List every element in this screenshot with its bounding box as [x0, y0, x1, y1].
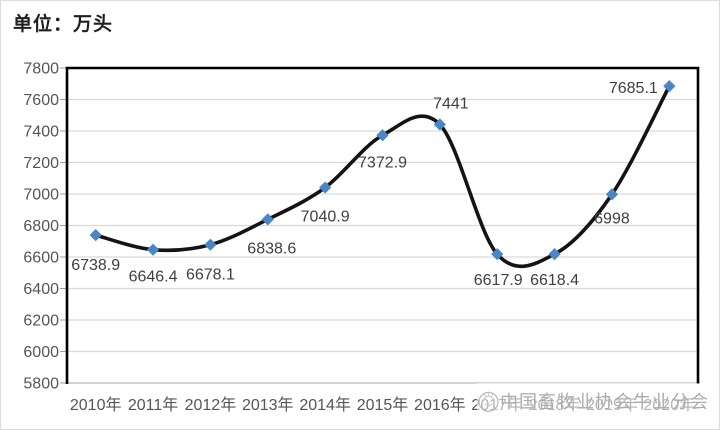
y-axis-label: 7400 [23, 124, 59, 141]
data-point-marker [663, 79, 676, 93]
data-point-marker [146, 243, 160, 256]
data-point-marker [491, 248, 504, 261]
data-label: 6738.9 [71, 257, 120, 274]
x-axis-label: 2019年 [586, 396, 638, 414]
unit-title: 单位：万头 [13, 14, 114, 35]
data-point-marker [319, 181, 332, 194]
y-axis-label: 5800 [23, 376, 59, 393]
data-point-marker [376, 129, 389, 142]
x-axis-label: 2016年 [414, 396, 466, 414]
x-axis-label: 2014年 [299, 396, 351, 414]
data-label: 7040.9 [301, 209, 350, 226]
data-label: 6998 [594, 210, 630, 227]
x-axis-label: 2011年 [128, 396, 178, 414]
data-point-marker [433, 118, 446, 131]
y-axis-label: 7000 [23, 187, 59, 204]
y-axis-label: 6000 [23, 344, 59, 361]
y-axis-label: 7600 [23, 92, 59, 109]
x-axis-label: 2015年 [357, 396, 409, 414]
x-axis-label: 2013年 [242, 396, 294, 414]
y-axis-label: 6200 [23, 313, 59, 330]
data-label: 6618.4 [530, 272, 579, 289]
data-point-marker [605, 188, 619, 201]
x-axis-label: 2018年 [529, 396, 581, 414]
data-label: 7685.1 [609, 80, 658, 97]
data-point-marker [89, 229, 102, 242]
y-axis-label: 6400 [23, 281, 59, 298]
data-label: 7372.9 [358, 154, 407, 171]
y-axis-label: 6600 [23, 250, 59, 267]
y-axis-label: 7800 [23, 61, 59, 78]
series-line [93, 84, 672, 269]
data-label: 6646.4 [129, 269, 178, 286]
data-label: 7441 [433, 96, 469, 113]
plot-border [65, 66, 700, 384]
x-axis-label: 2010年 [70, 396, 122, 414]
data-label: 6617.9 [474, 272, 523, 289]
data-point-marker [261, 213, 274, 226]
x-axis-label: 2017年 [471, 396, 523, 414]
data-label: 6838.6 [247, 240, 296, 257]
data-point-marker [204, 238, 217, 251]
data-label: 6678.1 [186, 267, 235, 284]
y-axis-label: 7200 [23, 155, 59, 172]
data-point-marker [548, 247, 561, 261]
y-axis-label: 6800 [23, 218, 59, 235]
x-axis-label: 2020年 [644, 396, 696, 414]
x-axis-label: 2012年 [185, 396, 237, 414]
